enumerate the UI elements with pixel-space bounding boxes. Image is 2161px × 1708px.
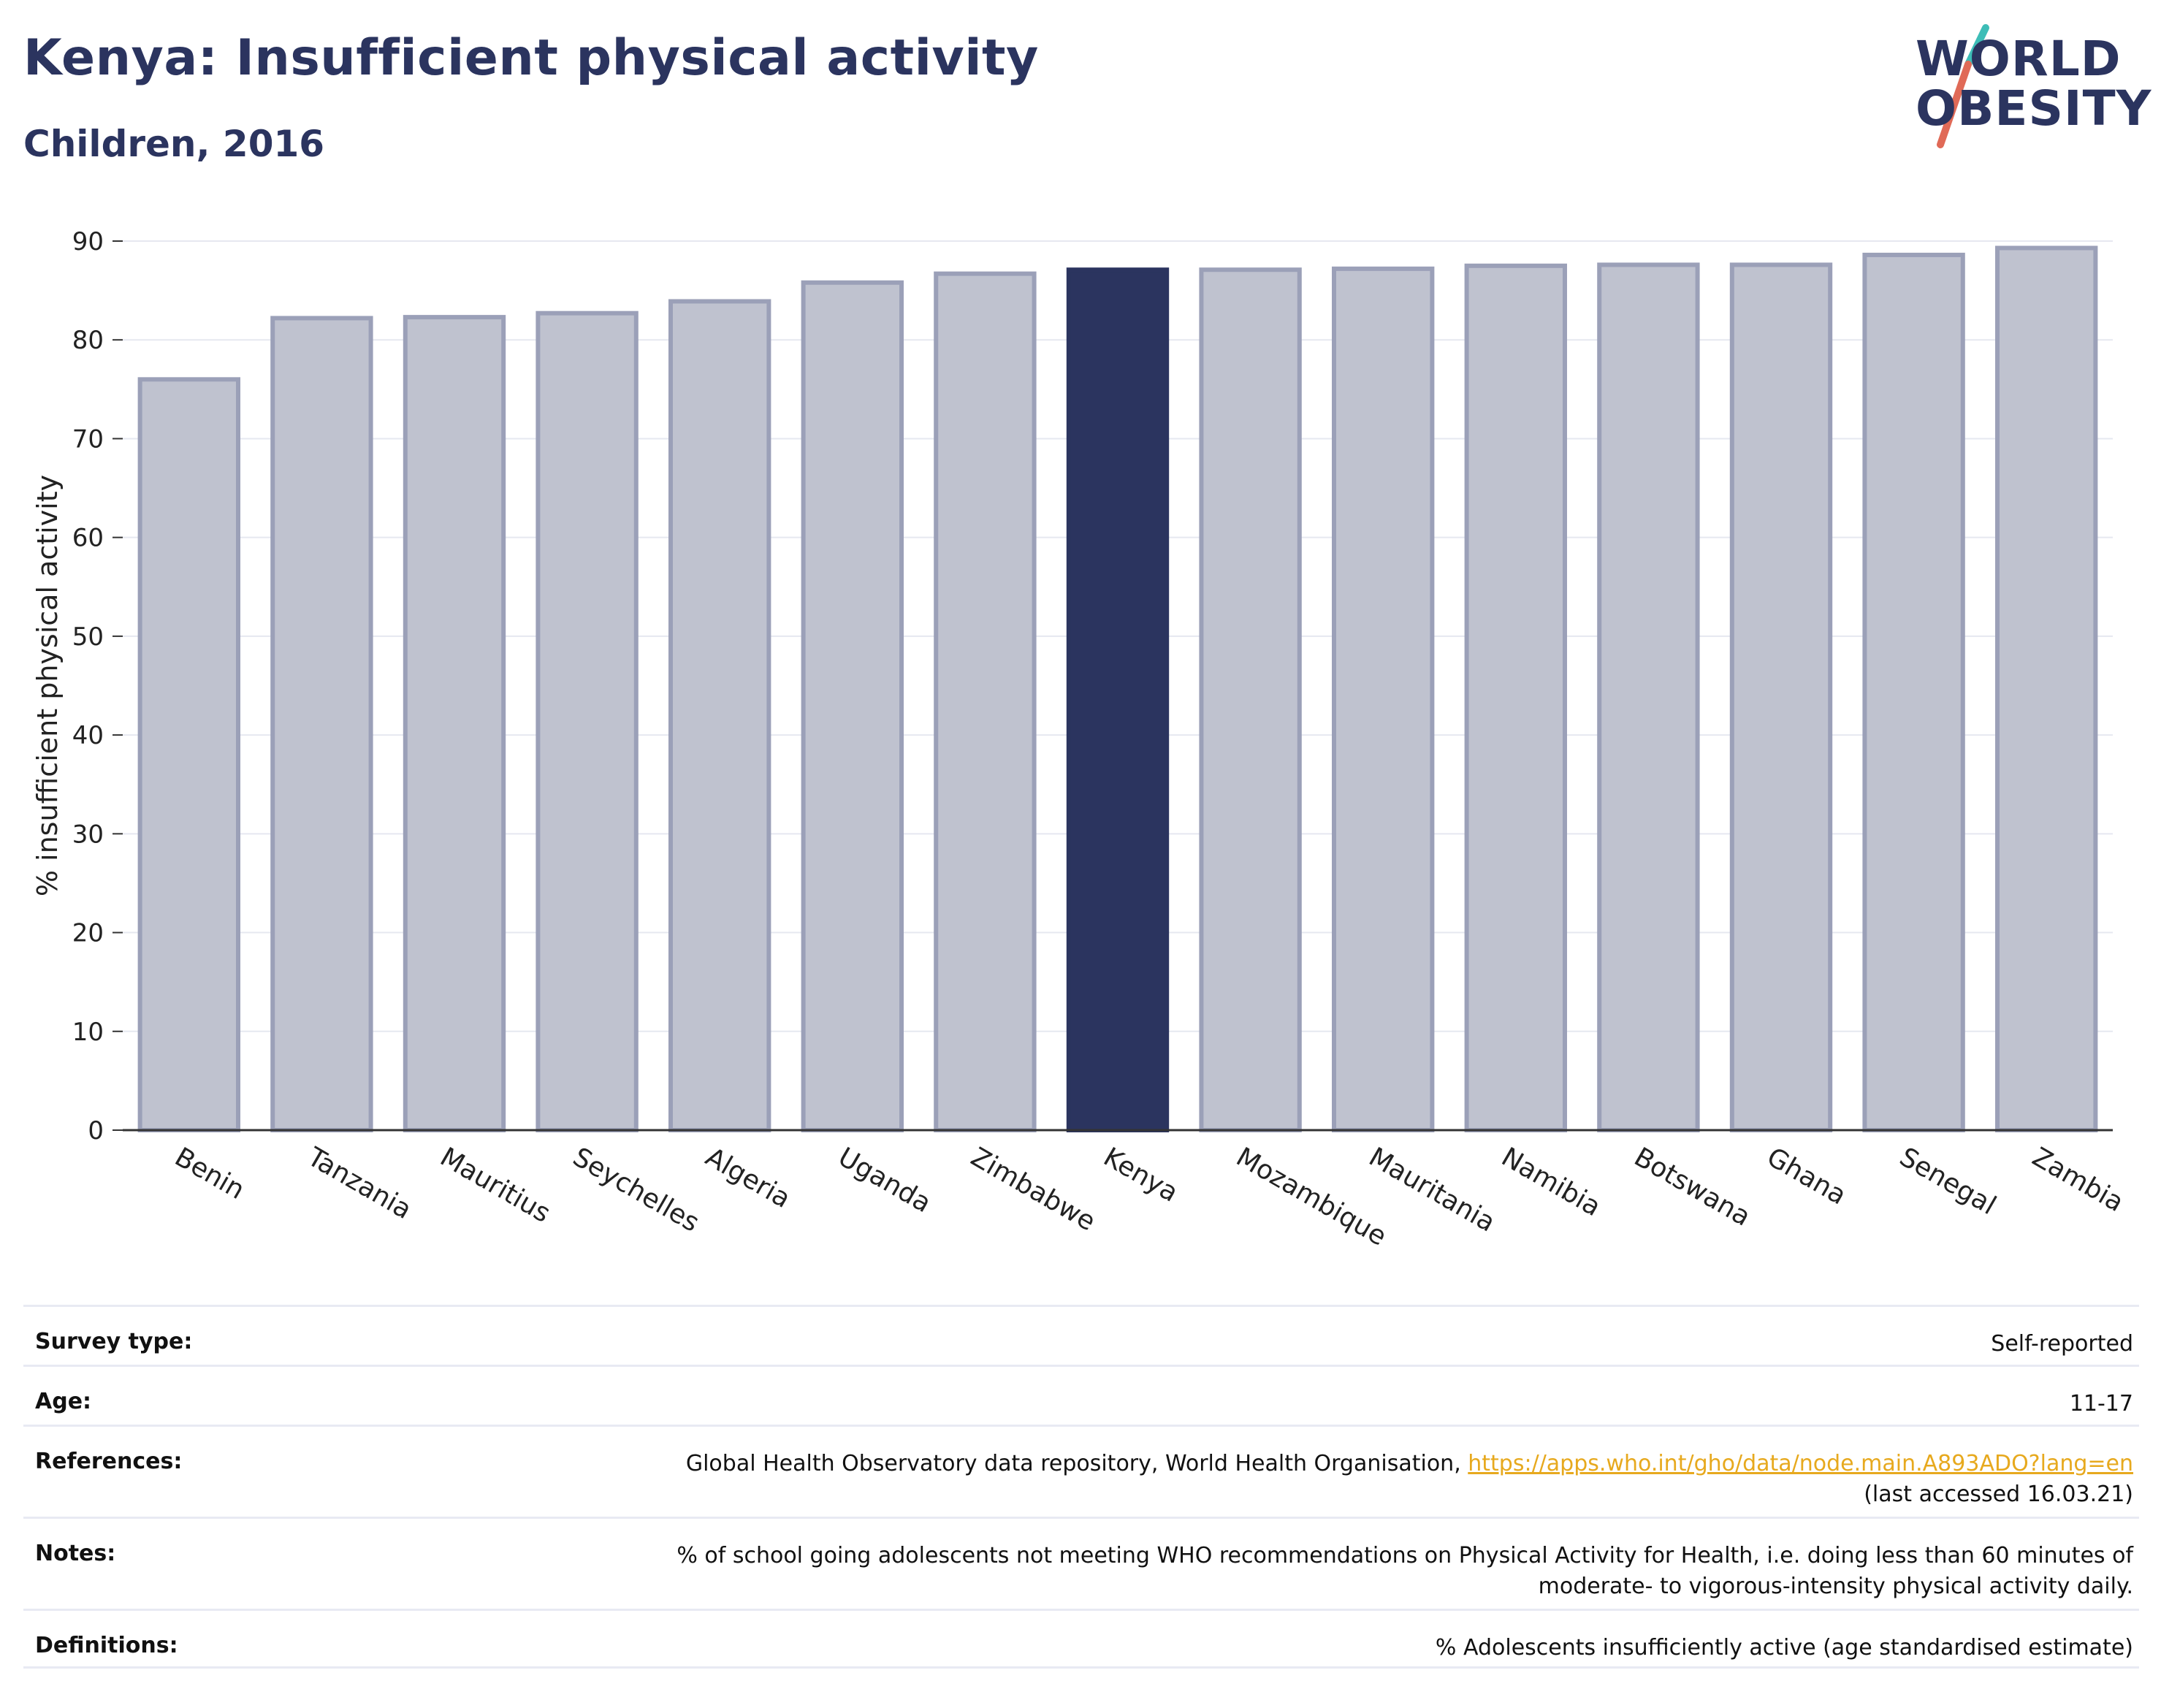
x-tick-label: Seychelles <box>568 1142 704 1238</box>
y-tick-label: 30 <box>72 820 104 849</box>
info-row: Notes: % of school going adolescents not … <box>23 1517 2139 1609</box>
info-value: Self-reported <box>1991 1329 2139 1360</box>
y-tick-label: 20 <box>72 919 104 948</box>
info-value-text: % Adolescents insufficiently active (age… <box>1435 1635 2133 1661</box>
x-tick-label: Benin <box>169 1142 249 1205</box>
y-tick-label: 60 <box>72 524 104 553</box>
info-row: Definitions: % Adolescents insufficiently… <box>23 1609 2139 1669</box>
y-tick-label: 10 <box>72 1018 104 1047</box>
chart-subtitle: Children, 2016 <box>23 123 325 165</box>
bar-zimbabwe[interactable] <box>934 271 1037 1133</box>
bar-botswana[interactable] <box>1597 262 1700 1132</box>
x-tick-label: Botswana <box>1629 1142 1756 1232</box>
y-tick-label: 0 <box>88 1116 104 1145</box>
bar-mauritania[interactable] <box>1332 266 1435 1133</box>
x-tick-label: Ghana <box>1762 1142 1851 1211</box>
bar-namibia[interactable] <box>1464 263 1567 1133</box>
y-tick-label: 80 <box>72 326 104 355</box>
y-tick-label: 40 <box>72 721 104 750</box>
bar-benin[interactable] <box>137 377 240 1132</box>
y-tick-label: 50 <box>72 622 104 652</box>
reference-link[interactable]: https://apps.who.int/gho/data/node.main.… <box>1468 1451 2133 1476</box>
y-tick-label: 90 <box>72 227 104 256</box>
info-value-text: % of school going adolescents not meetin… <box>676 1543 2133 1568</box>
info-value-text-line2: moderate- to vigorous-intensity physical… <box>1538 1574 2133 1599</box>
info-label: Notes: <box>35 1541 116 1566</box>
logo-slash-teal <box>1964 24 1989 68</box>
info-row: Age: 11-17 <box>23 1365 2139 1425</box>
info-value-text: 11-17 <box>2069 1391 2133 1417</box>
info-value-text-line2: (last accessed 16.03.21) <box>1864 1482 2133 1507</box>
logo-word-obesity: OBESITY <box>1916 80 2152 137</box>
logo-slash-icon <box>1937 24 1989 148</box>
bar-uganda[interactable] <box>801 280 904 1132</box>
x-tick-label: Algeria <box>701 1142 796 1214</box>
info-row: Survey type: Self-reported <box>23 1305 2139 1365</box>
x-tick-label: Mozambique <box>1231 1142 1391 1251</box>
info-row: References: Global Health Observatory dat… <box>23 1425 2139 1517</box>
x-tick-label: Zambia <box>2027 1142 2129 1218</box>
info-value: Global Health Observatory data repositor… <box>686 1449 2139 1510</box>
logo-word-world: WORLD <box>1916 31 2122 87</box>
x-tick-label: Namibia <box>1496 1142 1606 1222</box>
bar-seychelles[interactable] <box>536 310 639 1132</box>
info-value-text: Self-reported <box>1991 1331 2133 1357</box>
x-tick-label: Uganda <box>833 1142 936 1219</box>
bars <box>137 245 2098 1133</box>
info-table: Survey type: Self-reported Age: 11-17 Refere… <box>23 1305 2139 1669</box>
bar-algeria[interactable] <box>668 299 771 1132</box>
info-label: Age: <box>35 1389 92 1414</box>
chart-title: Kenya: Insufficient physical activity <box>23 29 1039 87</box>
bar-ghana[interactable] <box>1729 262 1833 1132</box>
bar-zambia[interactable] <box>1995 245 2098 1132</box>
x-tick-label: Tanzania <box>302 1142 416 1225</box>
y-axis-label: % insufficient physical activity <box>31 475 64 896</box>
x-tick-label: Senegal <box>1894 1142 2001 1221</box>
bar-chart: 0 10 20 30 40 50 60 70 80 90 Benin Tanzania Mauritiu… <box>31 227 2129 1252</box>
info-label: Definitions: <box>35 1633 178 1658</box>
info-label: Survey type: <box>35 1329 193 1354</box>
x-tick-label: Zimbabwe <box>966 1142 1100 1237</box>
info-value-text: Global Health Observatory data repositor… <box>685 1451 1468 1476</box>
bar-senegal[interactable] <box>1862 252 1965 1132</box>
x-tick-label: Mauritius <box>435 1142 556 1229</box>
info-value: 11-17 <box>2070 1389 2139 1419</box>
info-value: % Adolescents insufficiently active (age… <box>1436 1633 2139 1663</box>
x-tick-label: Kenya <box>1099 1142 1184 1208</box>
logo-slash-red <box>1937 61 1972 148</box>
info-value: % of school going adolescents not meetin… <box>676 1541 2139 1602</box>
bar-tanzania[interactable] <box>270 316 373 1132</box>
bar-mozambique[interactable] <box>1199 267 1302 1132</box>
info-label: References: <box>35 1449 183 1474</box>
y-tick-label: 70 <box>72 424 104 454</box>
bar-kenya[interactable] <box>1066 267 1170 1132</box>
bar-mauritius[interactable] <box>403 315 506 1133</box>
world-obesity-logo: WORLD OBESITY <box>1907 22 2151 153</box>
